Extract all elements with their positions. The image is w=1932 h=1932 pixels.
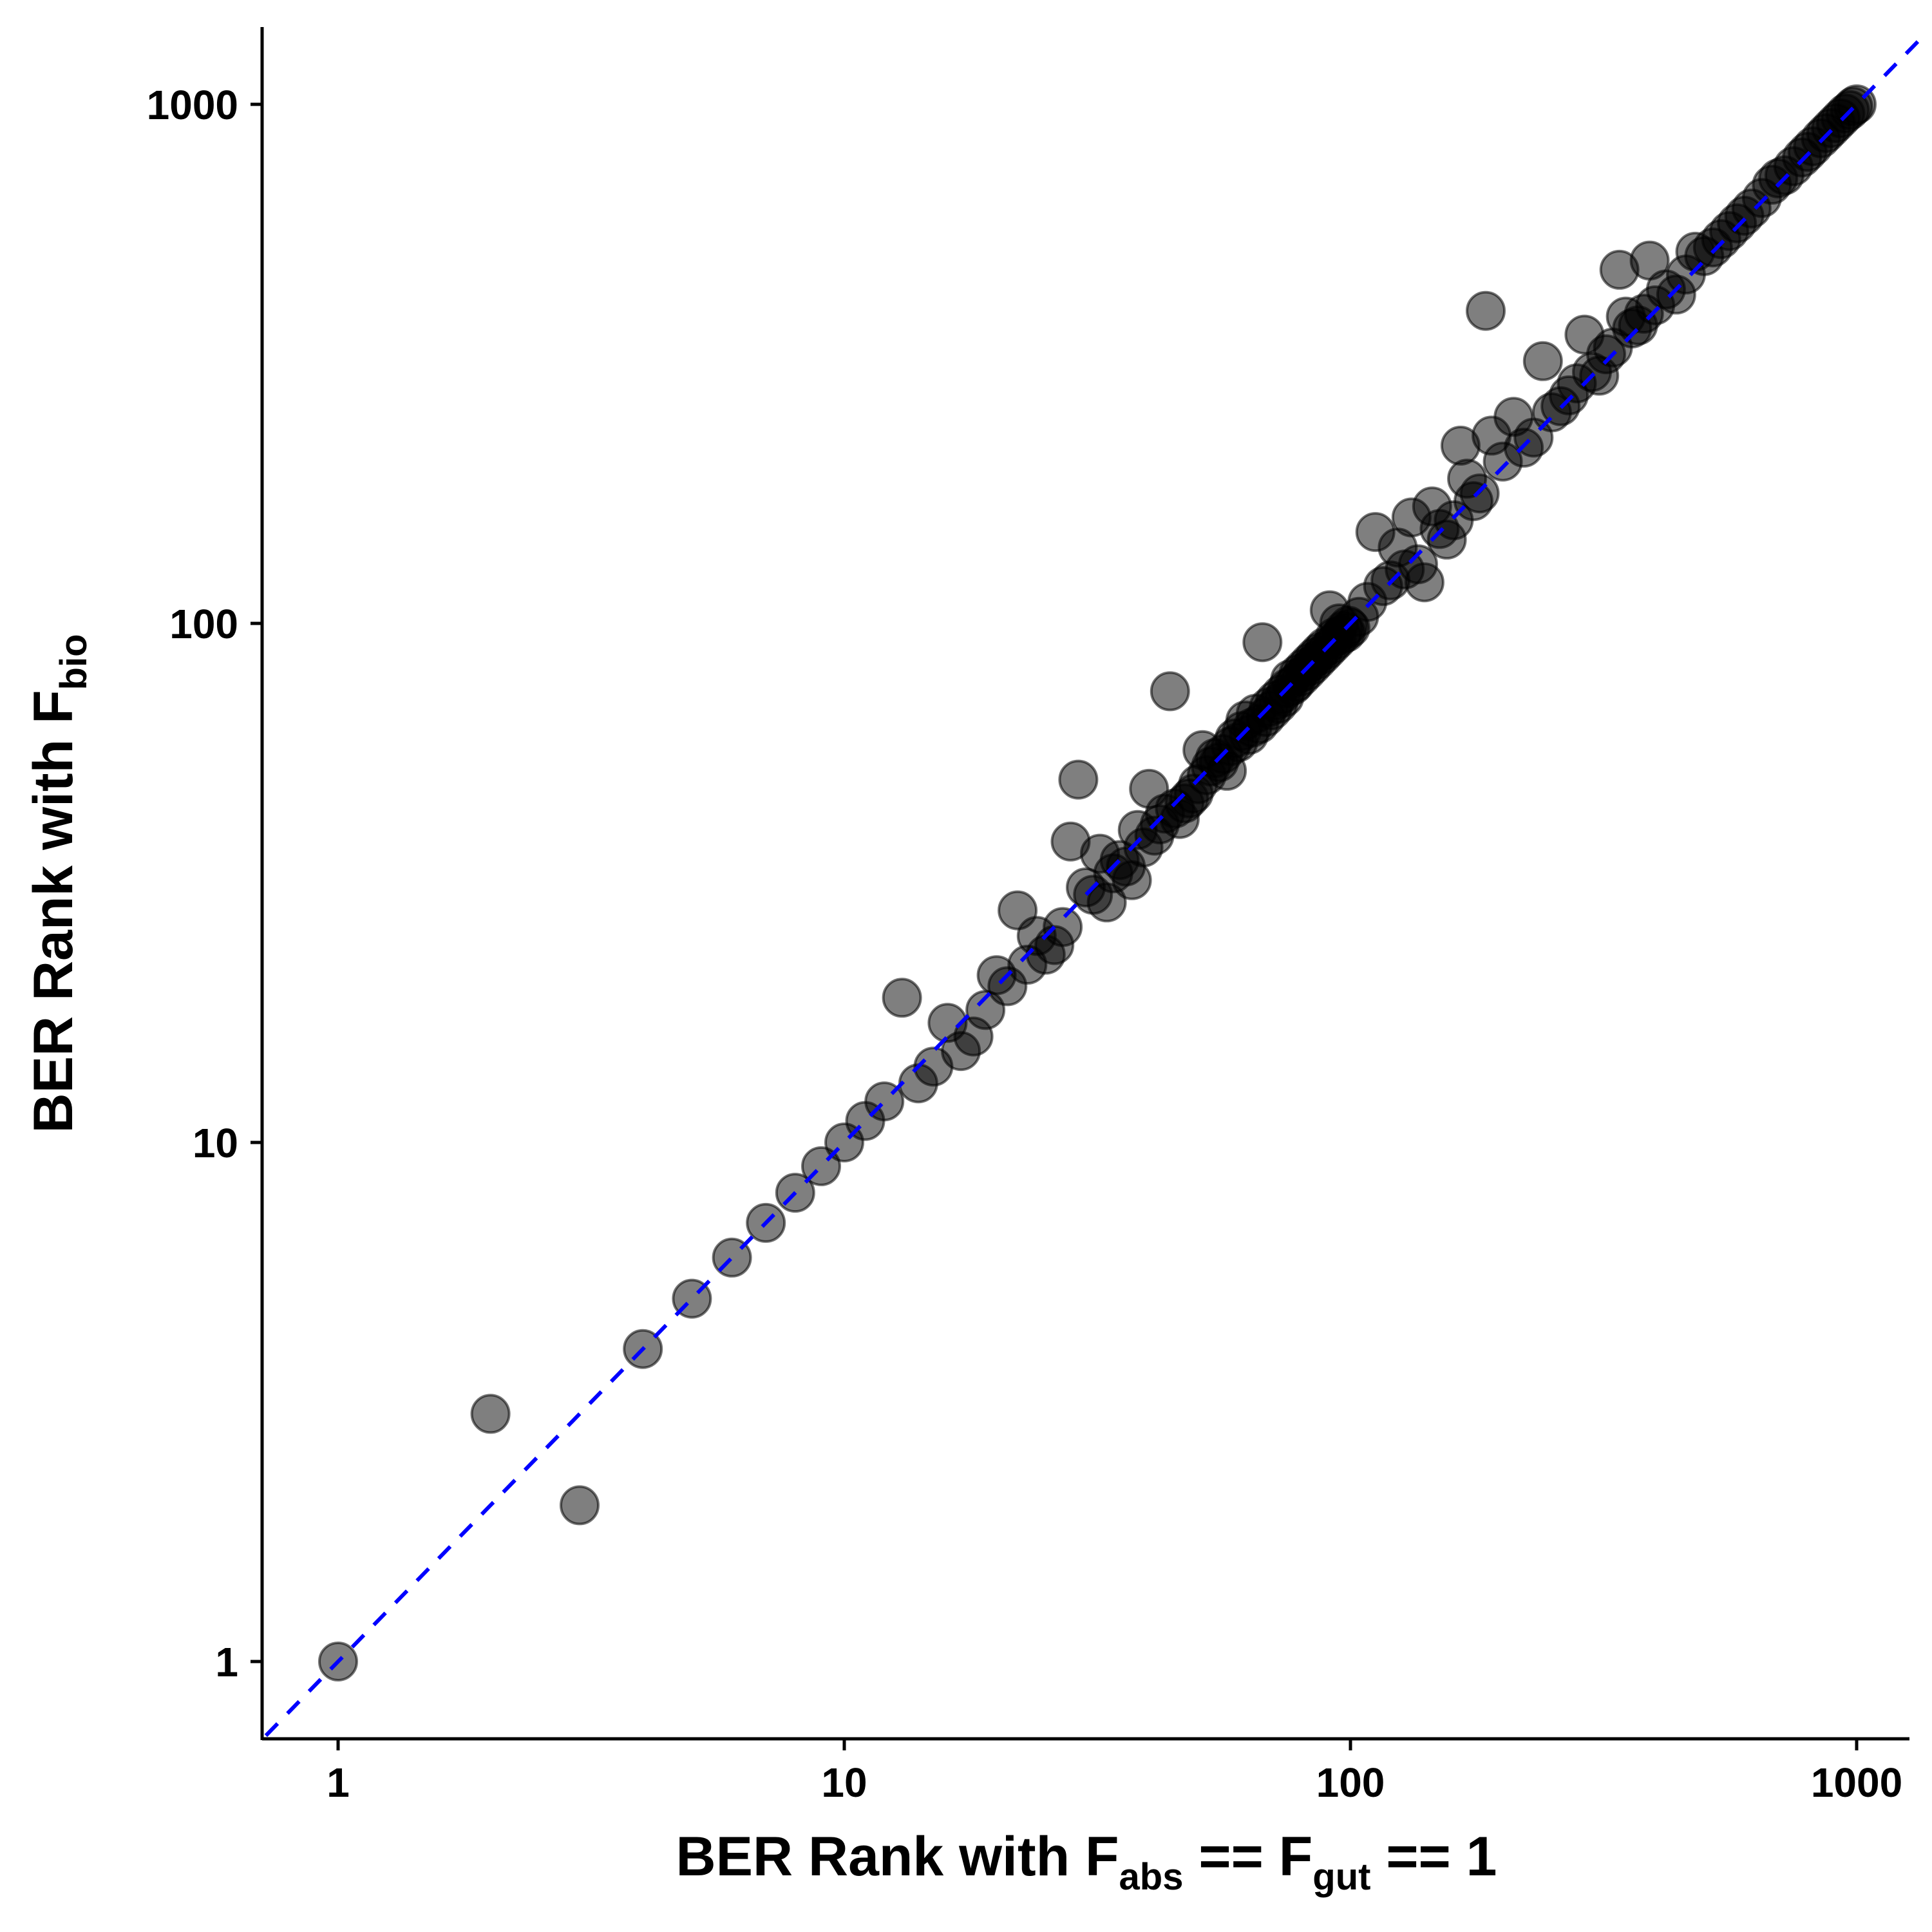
y-tick-label-1: 10 <box>193 1120 238 1166</box>
data-point-12 <box>882 978 922 1018</box>
data-point-28 <box>1058 759 1099 800</box>
data-points <box>318 84 1877 1681</box>
identity-reference-line <box>264 30 1929 1738</box>
y-tick-label-2: 100 <box>169 601 238 647</box>
data-point-66 <box>1242 622 1283 663</box>
y-axis-title: BER Rank with Fbio <box>23 634 95 1133</box>
x-axis-title: BER Rank with Fabs == Fgut == 1 <box>676 1826 1497 1898</box>
data-point-26 <box>1043 907 1083 947</box>
data-point-118 <box>1466 290 1506 331</box>
data-point-124 <box>1522 341 1563 381</box>
data-point-2 <box>560 1485 600 1526</box>
axes <box>260 27 1909 1741</box>
y-ticks: 1 10 100 1000 <box>147 82 262 1685</box>
x-tick-label-1: 10 <box>821 1759 867 1806</box>
y-tick-label-3: 1000 <box>147 82 238 128</box>
y-tick-label-0: 1 <box>215 1639 238 1685</box>
data-point-43 <box>1150 671 1190 712</box>
data-point-109 <box>1404 562 1444 603</box>
x-tick-label-0: 1 <box>327 1759 350 1806</box>
x-tick-label-2: 100 <box>1316 1759 1385 1806</box>
x-ticks: 1 10 100 1000 <box>327 1739 1902 1806</box>
x-tick-label-3: 1000 <box>1811 1759 1902 1806</box>
data-point-1 <box>470 1394 511 1434</box>
